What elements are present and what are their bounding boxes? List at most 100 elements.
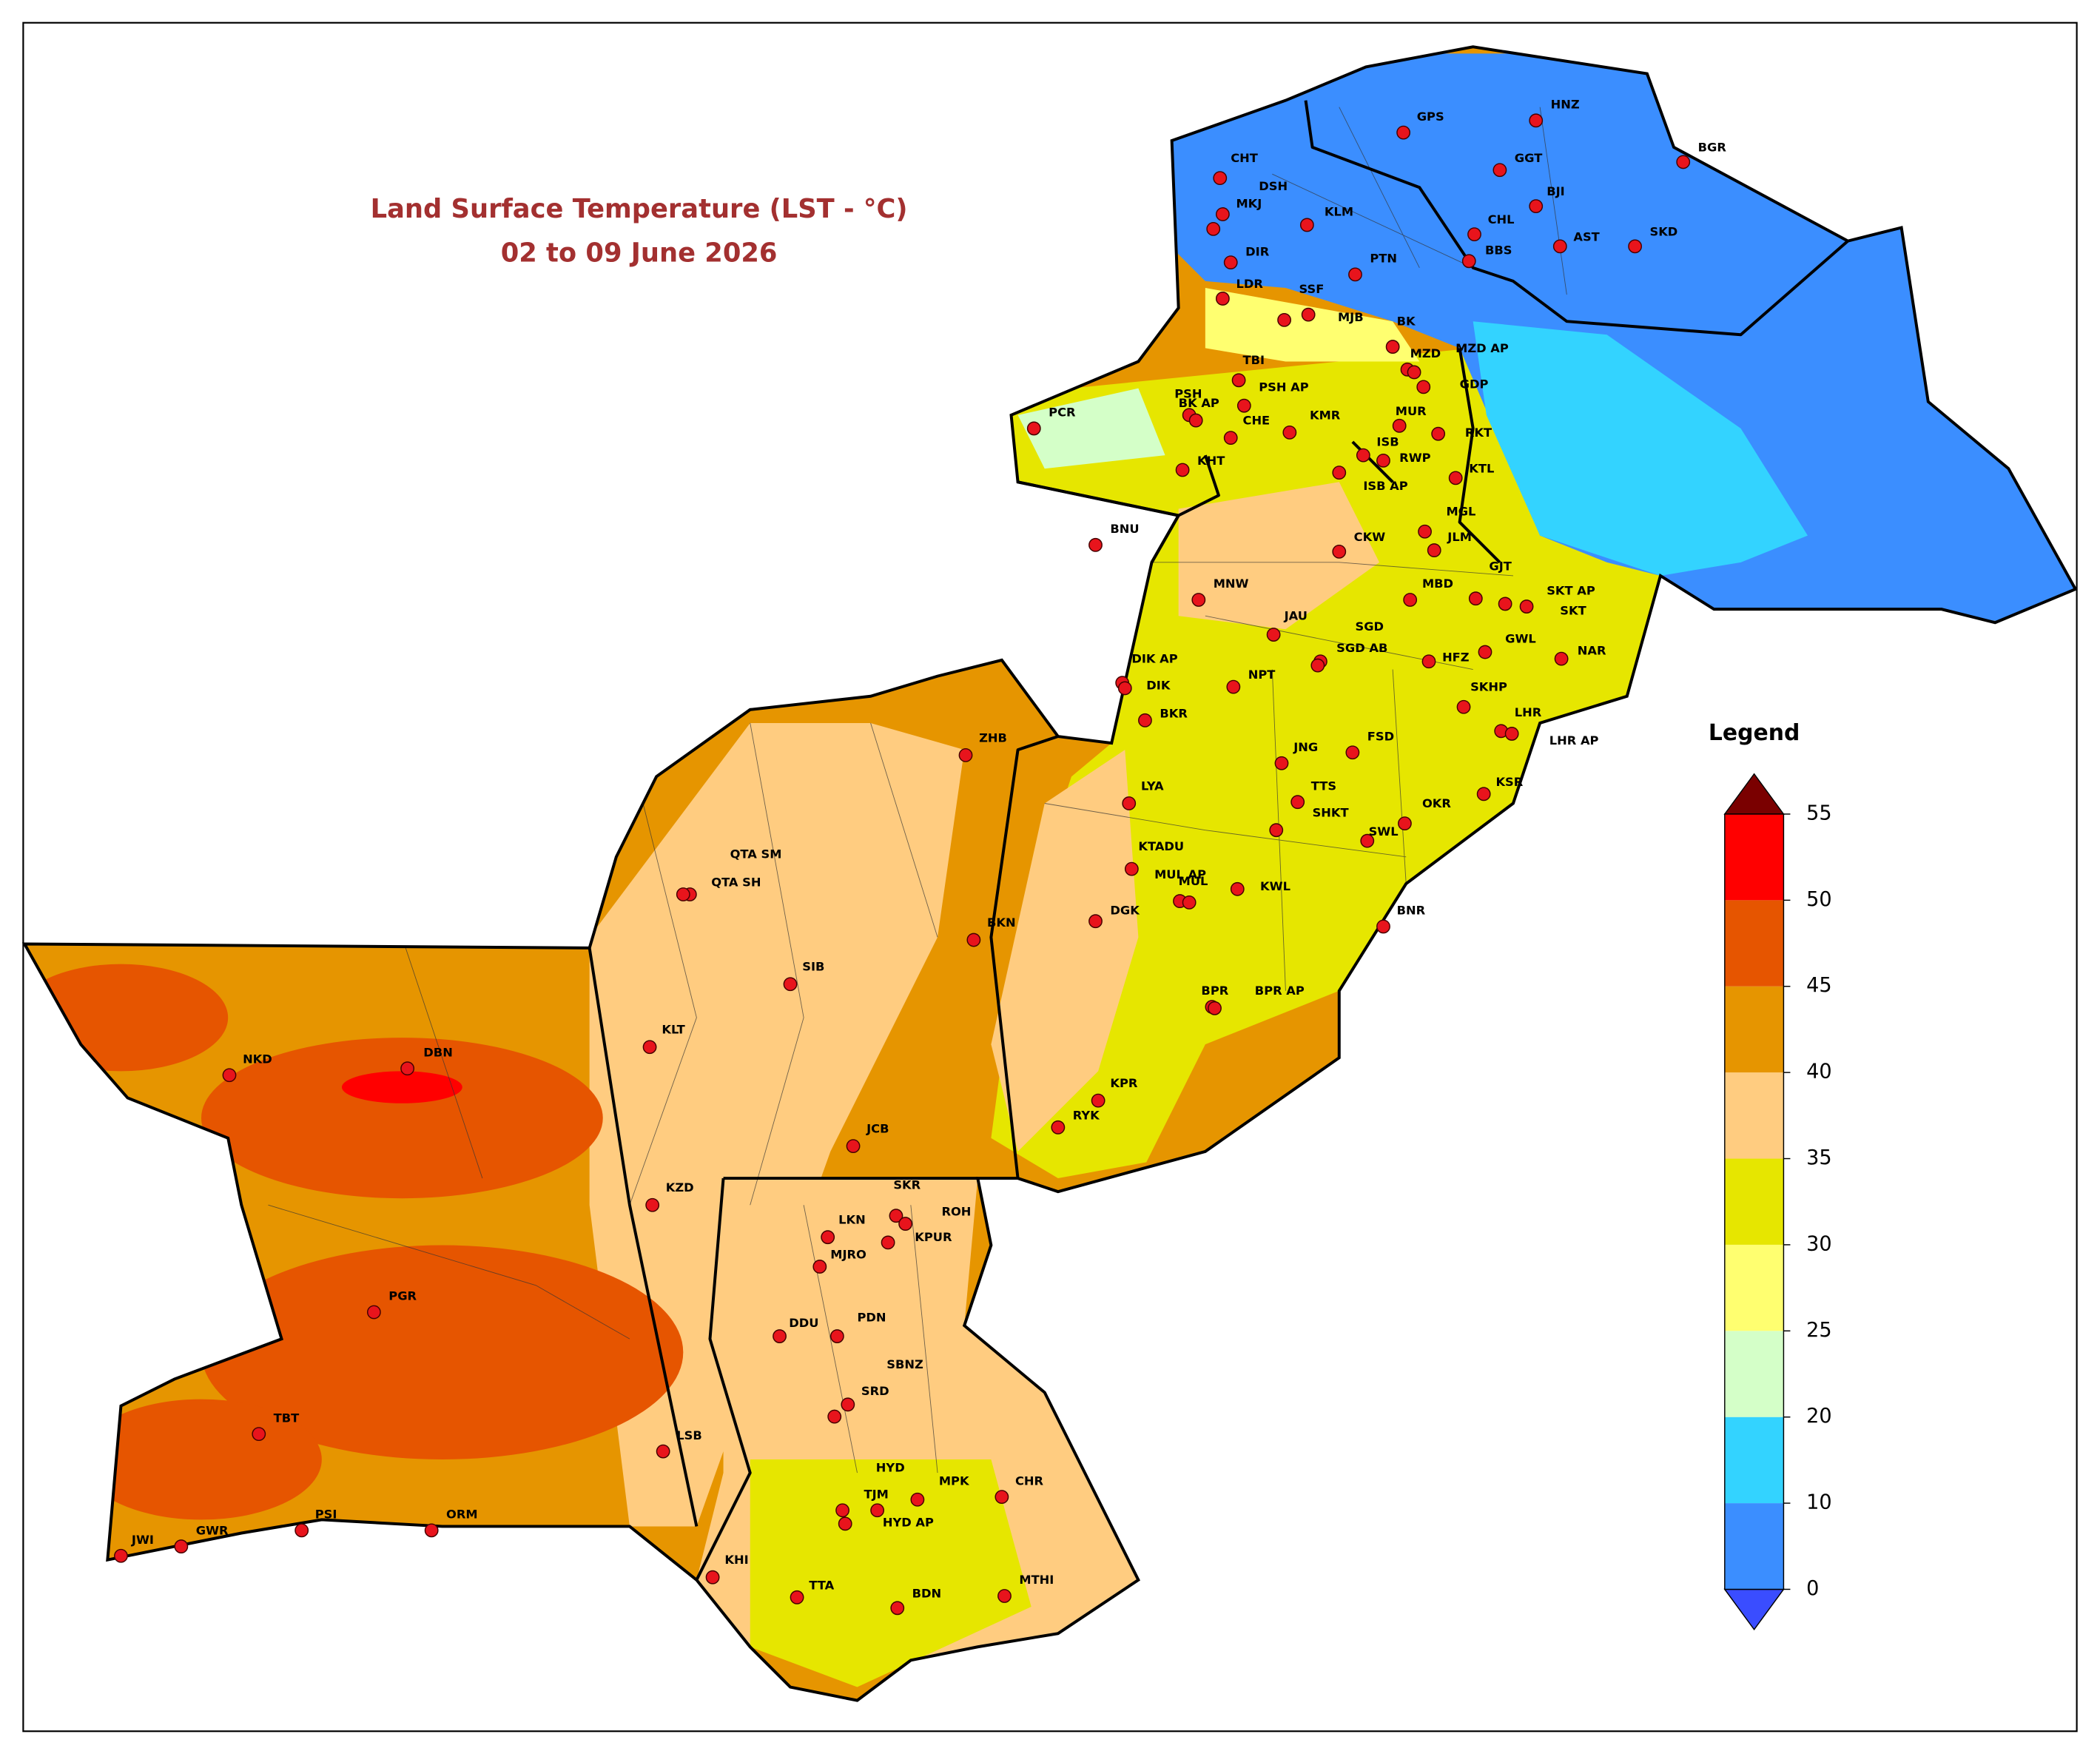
station-marker: [1392, 418, 1407, 433]
station-label: KHT: [1197, 454, 1225, 468]
legend-title: Legend: [1709, 720, 1800, 746]
station-label: KPR: [1110, 1076, 1138, 1090]
station-marker: [812, 1260, 827, 1274]
station-marker: [821, 1230, 835, 1245]
station-marker: [114, 1548, 128, 1563]
station-label: HYD AP: [883, 1515, 934, 1529]
station-label: RWP: [1399, 451, 1430, 465]
station-marker: [1226, 679, 1241, 694]
station-marker: [1456, 699, 1471, 714]
station-label: DIK: [1146, 679, 1171, 693]
station-marker: [1231, 373, 1246, 388]
station-marker: [1299, 218, 1314, 232]
station-marker: [1188, 413, 1203, 428]
map-subtitle: 02 to 09 June 2026: [501, 238, 778, 269]
station-marker: [1376, 919, 1390, 934]
station-label: KHI: [724, 1553, 748, 1567]
station-marker: [1117, 681, 1132, 696]
station-label: ZHB: [979, 730, 1007, 745]
station-label: KTL: [1469, 462, 1494, 476]
station-marker: [1191, 593, 1206, 607]
station-marker: [1345, 745, 1360, 760]
station-label: SGD: [1355, 619, 1384, 634]
station-label: BKR: [1160, 707, 1188, 721]
station-marker: [1360, 833, 1375, 848]
station-label: BNU: [1110, 522, 1139, 536]
station-marker: [1398, 816, 1412, 831]
station-marker: [1529, 113, 1544, 128]
station-label: SKT: [1560, 603, 1586, 617]
station-marker: [898, 1217, 913, 1231]
station-label: CHR: [1015, 1474, 1044, 1488]
station-label: JLM: [1447, 530, 1472, 544]
station-label: HNZ: [1551, 98, 1580, 112]
station-marker: [1554, 651, 1569, 666]
colorbar-tick-label: 55: [1806, 802, 1832, 824]
station-marker: [400, 1061, 415, 1076]
station-label: DSH: [1259, 179, 1288, 193]
station-label: PSH AP: [1259, 380, 1309, 394]
station-label: SKT AP: [1547, 583, 1595, 597]
station-marker: [1124, 861, 1139, 876]
station-marker: [645, 1197, 660, 1212]
station-label: SKHP: [1470, 680, 1507, 694]
station-marker: [1223, 431, 1238, 446]
station-label: BBS: [1485, 243, 1512, 258]
colorbar-tick-label: 30: [1806, 1232, 1832, 1255]
station-label: TJM: [864, 1487, 889, 1501]
station-label: PDN: [857, 1311, 886, 1325]
station-marker: [1348, 267, 1362, 282]
station-label: MJB: [1338, 310, 1364, 324]
station-label: MUL AP: [1154, 867, 1206, 881]
field-25-30: [1205, 287, 1420, 362]
station-marker: [1468, 591, 1483, 606]
station-marker: [1269, 823, 1284, 838]
station-label: KSR: [1495, 775, 1523, 789]
station-label: BPR: [1201, 984, 1228, 998]
station-marker: [1091, 1093, 1105, 1108]
station-label: LHR: [1515, 705, 1542, 719]
station-label: DIK AP: [1131, 652, 1177, 666]
station-marker: [1396, 125, 1411, 140]
field-45-50: [201, 1038, 603, 1199]
station-label: SKR: [893, 1178, 921, 1192]
station-marker: [424, 1523, 439, 1538]
station-label: RYK: [1073, 1108, 1100, 1122]
station-marker: [1448, 471, 1463, 485]
station-label: HYD: [876, 1460, 905, 1474]
colorbar-tick-label: 45: [1806, 974, 1832, 997]
station-label: ISB AP: [1363, 479, 1407, 493]
station-marker: [1376, 453, 1390, 468]
station-label: QTA SM: [730, 847, 782, 861]
station-marker: [1332, 466, 1347, 480]
field-45-50: [201, 1245, 684, 1459]
station-marker: [835, 1503, 849, 1518]
station-label: BPR AP: [1255, 984, 1305, 998]
station-marker: [1301, 307, 1316, 322]
station-label: DBN: [423, 1045, 453, 1059]
colorbar-segment: [1724, 986, 1784, 1073]
field-40-45: [1138, 990, 1339, 1179]
station-marker: [838, 1516, 852, 1531]
station-marker: [846, 1139, 861, 1154]
station-label: GJT: [1489, 560, 1512, 574]
station-marker: [1498, 597, 1512, 611]
station-label: GWL: [1505, 631, 1536, 645]
map-title: Land Surface Temperature (LST - °C): [371, 194, 908, 224]
station-marker: [1282, 425, 1297, 440]
station-marker: [656, 1444, 670, 1459]
station-marker: [827, 1409, 842, 1424]
station-marker: [1215, 207, 1230, 221]
field-50-55: [341, 1071, 462, 1103]
field-30-35: [750, 1459, 1032, 1687]
station-marker: [1206, 221, 1221, 236]
field-35-40: [589, 722, 965, 1527]
station-label: KZD: [666, 1180, 694, 1194]
station-marker: [1628, 239, 1643, 254]
station-label: KPUR: [915, 1230, 952, 1244]
station-label: GDP: [1460, 377, 1489, 392]
station-marker: [1236, 398, 1251, 413]
station-marker: [910, 1492, 925, 1507]
station-label: DIR: [1245, 245, 1270, 259]
station-label: PCR: [1049, 406, 1076, 420]
